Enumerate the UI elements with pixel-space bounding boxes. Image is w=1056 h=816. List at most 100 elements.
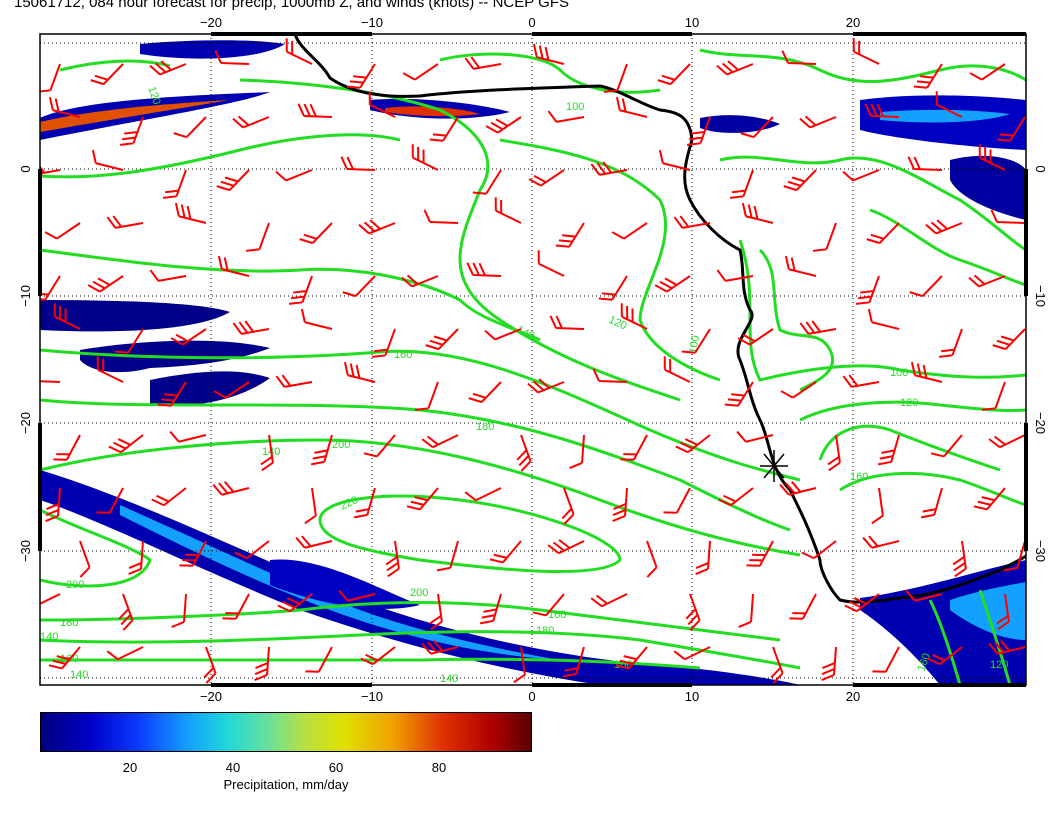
contour-label: 140 <box>70 669 88 681</box>
wind-barb <box>736 430 774 443</box>
wind-barb <box>203 646 217 684</box>
wind-barb <box>658 149 691 171</box>
wind-barb <box>40 275 61 301</box>
wind-barb <box>930 434 963 458</box>
marker-stroke <box>763 453 785 479</box>
wind-barb <box>346 63 376 89</box>
wind-barb <box>532 593 565 617</box>
wind-barb <box>695 540 711 576</box>
colorbar-label: Precipitation, mm/day <box>223 777 349 792</box>
frame-bar <box>38 169 42 296</box>
wind-barb <box>862 535 900 549</box>
wind-barb <box>212 481 250 496</box>
lat-tick-right: −20 <box>1033 412 1048 434</box>
wind-barb <box>174 202 207 224</box>
wind-barb <box>300 308 333 330</box>
wind-barb <box>87 275 124 293</box>
lon-tick-top: 10 <box>685 15 699 30</box>
lon-ticks-bottom: −20 −10 0 10 20 <box>200 689 860 704</box>
contour-120-east <box>799 400 1026 422</box>
wind-barb <box>864 103 900 118</box>
contour-label: 120 <box>607 314 629 333</box>
wind-barb <box>996 593 1010 631</box>
wind-barb <box>718 487 754 507</box>
coastline <box>293 34 1026 604</box>
wind-barb <box>821 646 837 682</box>
wind-barb <box>464 56 502 70</box>
wind-barb <box>855 275 880 305</box>
wind-barb <box>485 116 522 134</box>
wind-barb <box>988 640 1026 655</box>
wind-barb <box>615 646 648 670</box>
wind-barb <box>675 434 711 454</box>
wind-barb <box>527 378 565 394</box>
contour-label: 160 <box>394 349 412 361</box>
contour-label: 200 <box>410 587 428 599</box>
wind-barb <box>406 487 439 511</box>
wind-barb <box>79 540 91 578</box>
wind-barb <box>214 50 250 65</box>
wind-barb <box>783 169 817 192</box>
contour-se-2 <box>978 589 1012 685</box>
contour-140-mid <box>239 78 681 402</box>
lon-tick-bottom: 10 <box>685 689 699 704</box>
wind-barb <box>1003 540 1026 572</box>
lat-tick-left: −20 <box>18 412 33 434</box>
wind-barb <box>910 361 943 383</box>
contour-label: 220 <box>338 494 360 513</box>
wind-barb <box>657 63 691 86</box>
frame-bar <box>853 683 1026 687</box>
wind-barb <box>615 96 648 118</box>
contour-label: 120 <box>145 85 163 106</box>
lon-tick-top: −20 <box>200 15 222 30</box>
wind-barb <box>907 156 943 171</box>
wind-barb <box>90 63 124 86</box>
wind-barb <box>663 487 691 514</box>
precip-patch-west-3 <box>150 371 270 406</box>
wind-barb <box>716 269 754 282</box>
wind-barb <box>436 540 459 572</box>
wind-barb <box>464 487 502 502</box>
lat-tick-left: −10 <box>18 285 33 307</box>
wind-barb <box>770 646 784 684</box>
lon-tick-top: −10 <box>361 15 383 30</box>
wind-barb <box>118 593 134 631</box>
contour-120-north <box>59 59 171 72</box>
wind-barb <box>401 274 439 288</box>
precip-patch-northeast <box>860 95 1026 150</box>
wind-barb <box>45 487 61 523</box>
wind-barb <box>472 169 502 195</box>
lon-tick-top: 0 <box>528 15 535 30</box>
lon-tick-top: 20 <box>846 15 860 30</box>
contour-100-east <box>738 239 1026 382</box>
height-contours <box>40 48 1026 685</box>
wind-barb <box>234 540 270 560</box>
wind-barb <box>343 361 376 383</box>
wind-barb <box>590 161 628 176</box>
wind-barb <box>844 593 880 613</box>
lat-ticks-left: 0 −10 −20 −30 <box>18 165 33 562</box>
wind-barb <box>780 381 817 399</box>
wind-barb <box>781 50 817 65</box>
wind-barb <box>663 356 691 383</box>
wind-barb <box>871 487 884 525</box>
wind-barb <box>603 63 628 93</box>
wind-barb <box>342 275 376 298</box>
wind-barb <box>905 589 943 602</box>
wind-barb <box>106 215 144 229</box>
wind-barb <box>254 646 270 682</box>
wind-barb <box>484 328 522 341</box>
wind-barb <box>842 374 880 388</box>
wind-barb <box>799 115 837 129</box>
lon-tick-bottom: 0 <box>528 689 535 704</box>
frame-bar <box>211 683 372 687</box>
wind-barb <box>925 219 963 235</box>
contour-140-upper <box>40 248 541 342</box>
lat-tick-right: −10 <box>1033 285 1048 307</box>
wind-barb <box>547 110 585 123</box>
wind-barb <box>913 63 943 89</box>
wind-barb <box>592 368 628 383</box>
wind-barb <box>654 275 691 293</box>
wind-barb <box>598 275 628 301</box>
